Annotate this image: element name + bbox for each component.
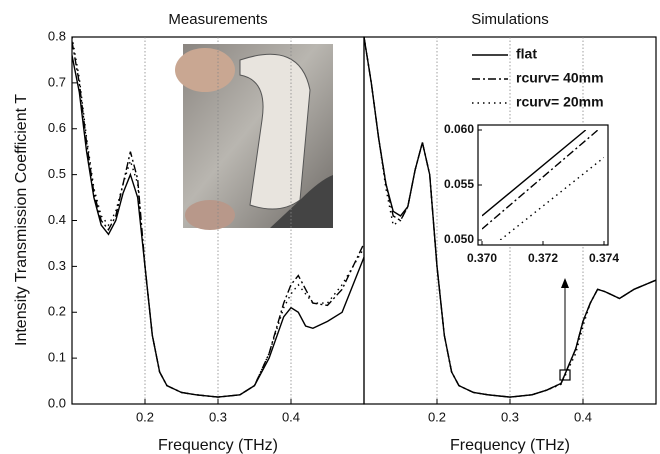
x-tick-label: 0.3 [209,409,227,424]
y-tick-label: 0.5 [48,166,66,181]
y-tick-label: 0.060 [444,122,474,136]
y-tick-label: 0.4 [48,212,66,227]
data-line [499,156,604,240]
x-tick-label: 0.370 [467,251,497,265]
data-line [482,130,587,217]
x-tick-label: 0.374 [589,251,619,265]
x-axis-label: Frequency (THz) [158,437,278,454]
data-line [364,37,656,398]
data-line [482,130,599,230]
y-tick-label: 0.050 [444,232,474,246]
y-axis-label: Intensity Transmission Coefficient T [13,94,30,346]
y-tick-label: 0.7 [48,74,66,89]
x-tick-label: 0.2 [136,409,154,424]
x-axis-label: Frequency (THz) [450,437,570,454]
panel-title: Measurements [168,11,267,28]
x-tick-label: 0.2 [428,409,446,424]
photo-inset [175,44,333,230]
legend-label: flat [516,46,537,62]
y-tick-label: 0.055 [444,177,474,191]
x-tick-label: 0.3 [501,409,519,424]
y-tick-label: 0.8 [48,28,66,43]
x-tick-label: 0.4 [574,409,592,424]
zoom-marker [559,278,571,381]
y-tick-label: 0.6 [48,120,66,135]
data-line [72,37,364,398]
legend-label: rcurv= 20mm [516,94,604,110]
legend-label: rcurv= 40mm [516,70,604,86]
inset-frame [477,124,609,246]
y-tick-label: 0.3 [48,258,66,273]
x-tick-label: 0.372 [528,251,558,265]
data-line [72,41,364,398]
x-tick-label: 0.4 [282,409,300,424]
y-tick-label: 0.0 [48,395,66,410]
y-tick-label: 0.2 [48,304,66,319]
panel-title: Simulations [471,11,549,28]
data-line [72,55,364,398]
y-tick-label: 0.1 [48,350,66,365]
